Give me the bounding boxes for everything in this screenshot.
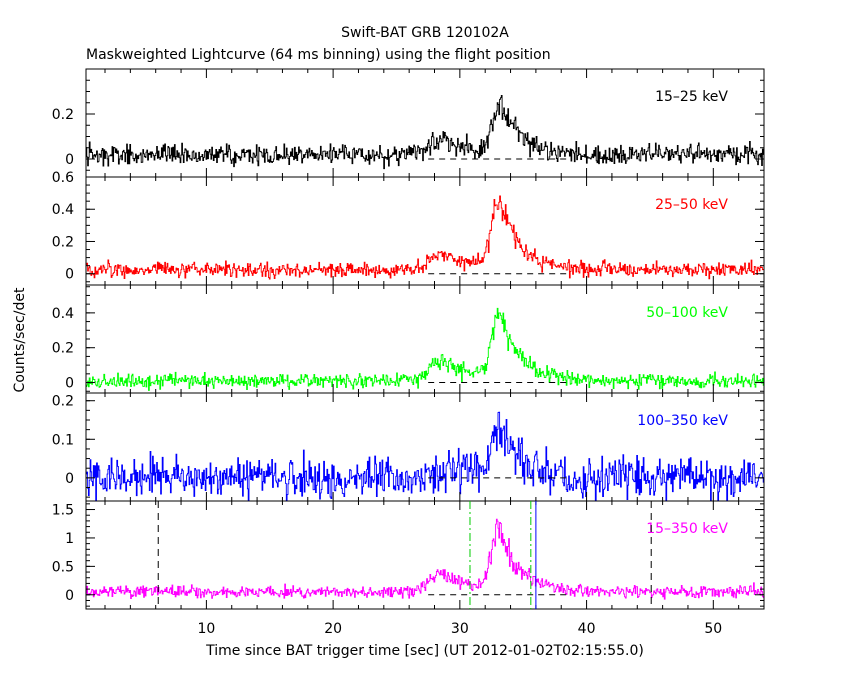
band-label-50-100: 50–100 keV: [646, 305, 728, 321]
series-15-350: [86, 518, 765, 600]
y-tick-label: 0.4: [52, 306, 74, 322]
series-50-100: [86, 307, 765, 391]
y-tick-label: 0: [65, 588, 74, 604]
y-axis-label: Counts/sec/det: [12, 287, 28, 392]
y-tick-label: 0.6: [52, 170, 74, 186]
series-25-50: [86, 195, 765, 280]
chart-subtitle: Maskweighted Lightcurve (64 ms binning) …: [86, 47, 551, 63]
y-tick-label: 0: [65, 471, 74, 487]
x-tick-label: 40: [578, 621, 596, 637]
y-tick-label: 0.2: [52, 341, 74, 357]
panel-50-100: 0 0.2 0.4 50–100 keV: [52, 284, 765, 394]
x-tick-label: 20: [324, 621, 342, 637]
y-tick-label: 0.4: [52, 202, 74, 218]
panel-100-350: 0 0.1 0.2 100–350 keV: [52, 392, 765, 502]
band-label-15-25: 15–25 keV: [655, 89, 728, 105]
y-tick-label: 0.2: [52, 107, 74, 123]
x-tick-label: 30: [451, 621, 469, 637]
y-tick-label: 0.2: [52, 394, 74, 410]
x-tick-label: 50: [704, 621, 722, 637]
y-tick-label: 0.5: [52, 559, 74, 575]
y-tick-label: 0: [65, 376, 74, 392]
panel-frame-15-350: [85, 500, 765, 610]
panel-25-50: 0 0.2 0.4 0.6 25–50 keV: [52, 170, 765, 286]
y-tick-label: 0.1: [52, 432, 74, 448]
band-label-15-350: 15–350 keV: [646, 521, 728, 537]
panels-group: 0 0.2 15–25 keV 0 0.2 0.4 0.6 25–50 keV 0 0.2 0.4 5…: [52, 68, 765, 637]
band-label-100-350: 100–350 keV: [637, 413, 728, 429]
panel-15-25: 0 0.2 15–25 keV: [52, 68, 765, 178]
y-tick-label: 1: [65, 531, 74, 547]
series-100-350: [86, 411, 765, 502]
panel-15-350: 0 0.5 1 1.5 15–350 keV: [52, 500, 765, 610]
x-tick-label: 10: [197, 621, 215, 637]
y-tick-label: 0: [65, 267, 74, 283]
y-tick-label: 1.5: [52, 503, 74, 519]
x-axis-label: Time since BAT trigger time [sec] (UT 20…: [205, 643, 644, 659]
y-tick-label: 0: [65, 152, 74, 168]
chart-title: Swift-BAT GRB 120102A: [341, 25, 509, 41]
series-15-25: [86, 95, 765, 170]
band-label-25-50: 25–50 keV: [655, 197, 728, 213]
y-tick-label: 0.2: [52, 234, 74, 250]
